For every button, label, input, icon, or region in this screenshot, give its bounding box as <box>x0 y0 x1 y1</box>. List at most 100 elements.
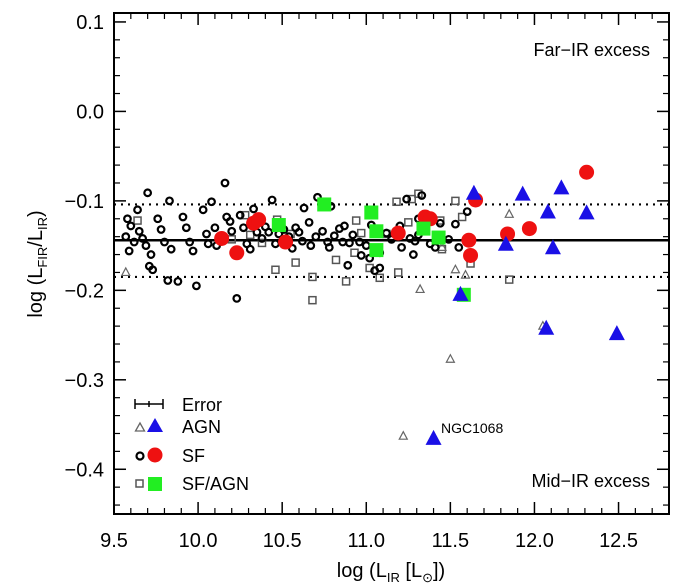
y-tick-label: 0.1 <box>76 12 104 34</box>
axis-ticks: 9.5 10.0 10.5 11.0 11.5 12.0 12.5 0.1 0.0 −0.1 −0.… <box>65 12 670 552</box>
point-sf-agn <box>364 205 379 220</box>
point-small-circle <box>163 276 173 285</box>
point-small-square <box>308 295 317 305</box>
point-small-square <box>375 273 384 283</box>
point-small-circle <box>348 230 358 240</box>
x-tick-label: 10.0 <box>179 530 218 552</box>
point-small-circle <box>225 217 235 226</box>
point-small-square <box>341 277 351 286</box>
annotation-far-ir-excess: Far−IR excess <box>533 40 650 60</box>
x-tick-label: 11.0 <box>348 530 385 552</box>
legend-label-sf: SF <box>182 446 205 466</box>
point-small-square <box>331 255 341 265</box>
point-small-circle <box>153 214 163 224</box>
point-small-square <box>451 196 460 206</box>
point-small-circle <box>210 223 220 233</box>
point-small-circle <box>430 242 440 252</box>
point-small-circle <box>304 217 314 227</box>
point-small-circle <box>462 207 472 217</box>
point-agn <box>544 239 561 255</box>
data-points <box>120 164 625 445</box>
point-small-circle <box>257 234 267 243</box>
point-small-circle <box>202 229 211 239</box>
annotation-mid-ir-excess: Mid−IR excess <box>531 471 650 491</box>
legend-label-error: Error <box>182 395 222 415</box>
point-small-circle <box>126 221 136 231</box>
x-tick-label: 9.5 <box>100 530 128 552</box>
point-small-circle <box>146 250 156 259</box>
point-sf <box>390 225 406 241</box>
point-small-circle <box>166 244 176 254</box>
point-small-circle <box>264 227 274 237</box>
point-agn <box>539 203 556 219</box>
point-small-circle <box>454 242 464 252</box>
point-small-circle <box>361 241 371 251</box>
point-sf-agn <box>431 230 446 245</box>
point-small-circle <box>417 191 427 200</box>
legend-label-sf-agn: SF/AGN <box>182 474 249 494</box>
point-sf <box>229 245 245 261</box>
point-small-circle <box>156 225 166 234</box>
point-small-circle <box>375 263 385 273</box>
point-small-triangle <box>445 353 456 363</box>
point-sf <box>461 232 477 248</box>
point-small-square <box>271 265 280 275</box>
y-tick-label: 0.0 <box>76 101 104 123</box>
point-agn <box>452 285 469 301</box>
point-small-circle <box>227 226 237 236</box>
point-small-circle <box>329 231 339 241</box>
point-small-circle <box>178 212 188 222</box>
point-small-circle <box>324 242 334 252</box>
point-small-circle <box>203 239 213 249</box>
point-small-circle <box>355 237 364 247</box>
point-small-circle <box>397 242 406 252</box>
point-small-circle <box>345 238 354 248</box>
point-sf <box>500 226 516 242</box>
point-small-circle <box>451 219 460 229</box>
point-small-triangle <box>398 430 409 440</box>
legend-agn: AGN <box>134 417 221 437</box>
x-tick-label: 12.0 <box>515 530 554 552</box>
point-small-triangle <box>120 266 131 277</box>
point-small-square <box>133 216 142 225</box>
point-sf-agn <box>271 218 286 233</box>
point-small-circle <box>239 223 248 233</box>
point-small-circle <box>133 205 142 215</box>
point-small-square <box>240 210 250 220</box>
point-small-triangle <box>415 283 426 294</box>
point-small-circle <box>245 244 255 254</box>
point-sf-agn <box>369 243 384 258</box>
point-agn <box>465 184 482 200</box>
point-small-circle <box>343 260 353 270</box>
point-small-circle <box>299 203 309 213</box>
point-small-triangle <box>450 263 461 274</box>
x-tick-label: 11.5 <box>432 530 469 552</box>
point-small-circle <box>435 218 445 228</box>
point-small-circle <box>408 250 418 259</box>
y-axis-label: log (LFIR/LIR) <box>25 210 50 317</box>
point-agn <box>608 325 625 341</box>
legend-label-agn: AGN <box>182 417 221 437</box>
point-agn <box>514 185 531 201</box>
point-agn <box>497 235 514 251</box>
point-small-circle <box>124 246 134 256</box>
x-tick-label: 10.5 <box>263 530 302 552</box>
point-sf <box>521 221 537 237</box>
point-small-circle <box>220 178 230 188</box>
point-small-circle <box>318 226 327 236</box>
point-small-circle <box>123 214 132 224</box>
point-small-square <box>291 258 300 267</box>
point-small-circle <box>207 197 216 207</box>
point-small-circle <box>160 237 169 247</box>
y-tick-label: −0.3 <box>65 370 104 392</box>
point-small-circle <box>382 228 391 238</box>
point-small-square <box>308 272 317 282</box>
point-small-circle <box>297 236 307 246</box>
legend-sf-agn: SF/AGN <box>135 474 249 494</box>
point-small-square <box>504 275 514 284</box>
point-sf <box>214 230 230 246</box>
point-small-circle <box>294 227 304 237</box>
point-small-circle <box>141 241 151 251</box>
point-agn <box>425 429 442 445</box>
point-small-square <box>351 216 361 225</box>
